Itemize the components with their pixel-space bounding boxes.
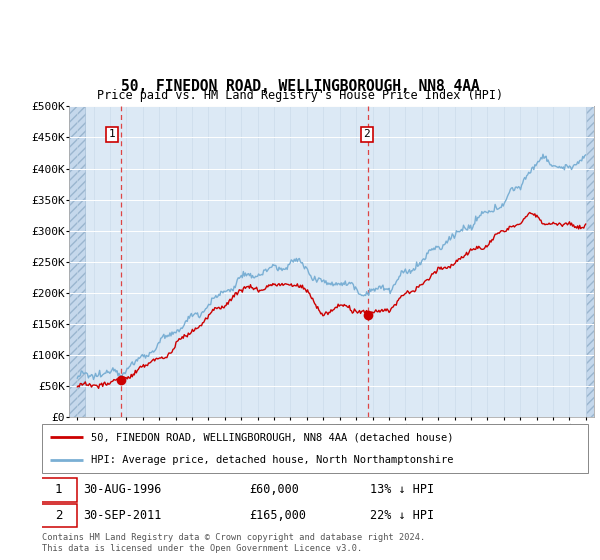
FancyBboxPatch shape xyxy=(39,503,77,527)
Text: HPI: Average price, detached house, North Northamptonshire: HPI: Average price, detached house, Nort… xyxy=(91,455,454,465)
Text: 1: 1 xyxy=(109,129,115,139)
Text: Price paid vs. HM Land Registry's House Price Index (HPI): Price paid vs. HM Land Registry's House … xyxy=(97,90,503,102)
FancyBboxPatch shape xyxy=(42,424,588,473)
Text: 50, FINEDON ROAD, WELLINGBOROUGH, NN8 4AA: 50, FINEDON ROAD, WELLINGBOROUGH, NN8 4A… xyxy=(121,78,479,94)
Text: 13% ↓ HPI: 13% ↓ HPI xyxy=(370,483,434,496)
Bar xyxy=(69,106,85,417)
Text: 50, FINEDON ROAD, WELLINGBOROUGH, NN8 4AA (detached house): 50, FINEDON ROAD, WELLINGBOROUGH, NN8 4A… xyxy=(91,432,454,442)
Text: 30-AUG-1996: 30-AUG-1996 xyxy=(83,483,161,496)
Text: £60,000: £60,000 xyxy=(250,483,299,496)
Text: Contains HM Land Registry data © Crown copyright and database right 2024.
This d: Contains HM Land Registry data © Crown c… xyxy=(42,533,425,553)
Text: 22% ↓ HPI: 22% ↓ HPI xyxy=(370,509,434,522)
Bar xyxy=(586,106,594,417)
Text: 1: 1 xyxy=(55,483,62,496)
Text: 2: 2 xyxy=(364,129,370,139)
FancyBboxPatch shape xyxy=(39,478,77,502)
Text: £165,000: £165,000 xyxy=(250,509,307,522)
Text: 30-SEP-2011: 30-SEP-2011 xyxy=(83,509,161,522)
Text: 2: 2 xyxy=(55,509,62,522)
